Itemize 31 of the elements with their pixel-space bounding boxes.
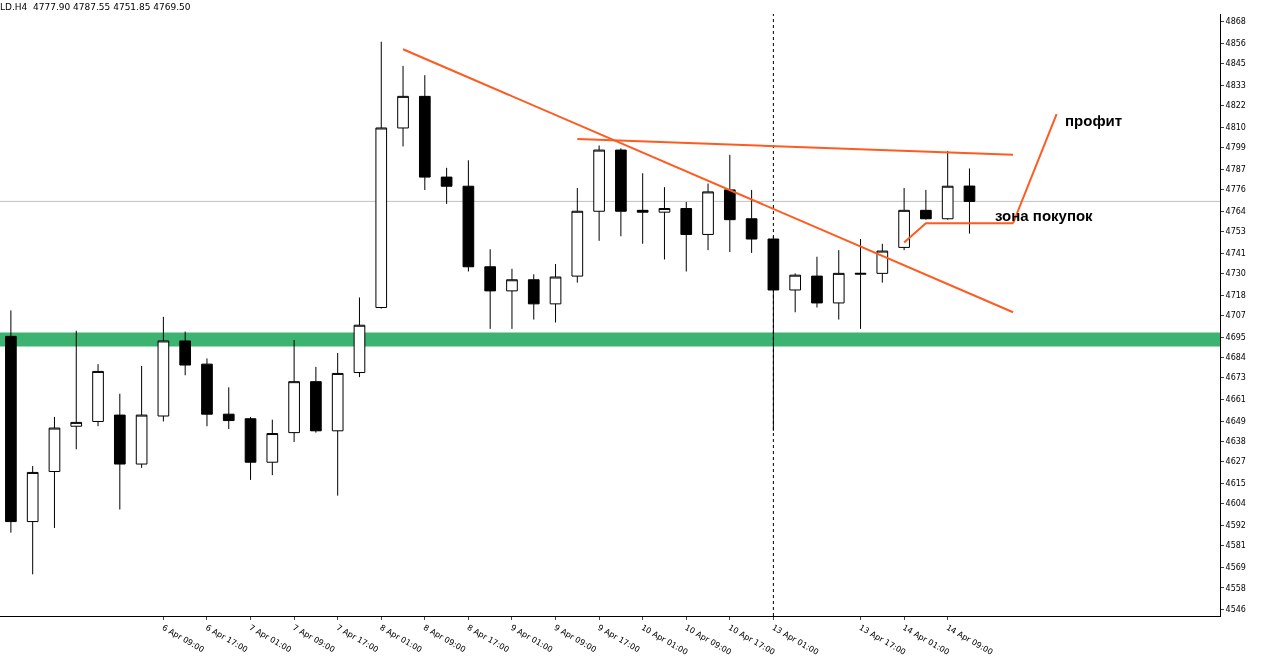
y-tick-label: 4684 [1225,353,1246,363]
y-tick-label: 4661 [1225,395,1246,405]
chart-title: LD.H4 4777.90 4787.55 4751.85 4769.50 [0,1,191,12]
y-tick-label: 4592 [1225,521,1246,531]
y-tick-label: 4558 [1225,583,1246,593]
y-tick-label: 4638 [1225,437,1246,447]
y-tick-label: 4741 [1225,249,1246,259]
y-tick-label: 4845 [1225,59,1246,69]
y-tick-label: 4695 [1225,333,1246,343]
y-tick-label: 4615 [1225,479,1246,489]
y-tick-label: 4604 [1225,499,1246,509]
y-tick-label: 4764 [1225,207,1246,217]
annotation: профит [1065,112,1123,129]
y-tick-label: 4718 [1225,291,1246,301]
y-tick-label: 4546 [1225,605,1246,615]
y-tick-label: 4569 [1225,563,1246,573]
y-tick-label: 4753 [1225,227,1246,237]
y-tick-label: 4707 [1225,311,1246,321]
y-tick-label: 4787 [1225,165,1246,175]
y-tick-label: 4730 [1225,269,1246,279]
y-tick-label: 4673 [1225,373,1246,383]
y-tick-label: 4856 [1225,39,1246,49]
y-tick-label: 4776 [1225,185,1246,195]
y-tick-label: 4581 [1225,541,1246,551]
y-tick-label: 4810 [1225,123,1246,133]
y-tick-label: 4649 [1225,417,1246,427]
y-tick-label: 4868 [1225,17,1246,27]
y-tick-label: 4833 [1225,81,1246,91]
y-tick-label: 4822 [1225,101,1246,111]
y-tick-label: 4799 [1225,143,1246,153]
y-tick-label: 4627 [1225,457,1246,467]
